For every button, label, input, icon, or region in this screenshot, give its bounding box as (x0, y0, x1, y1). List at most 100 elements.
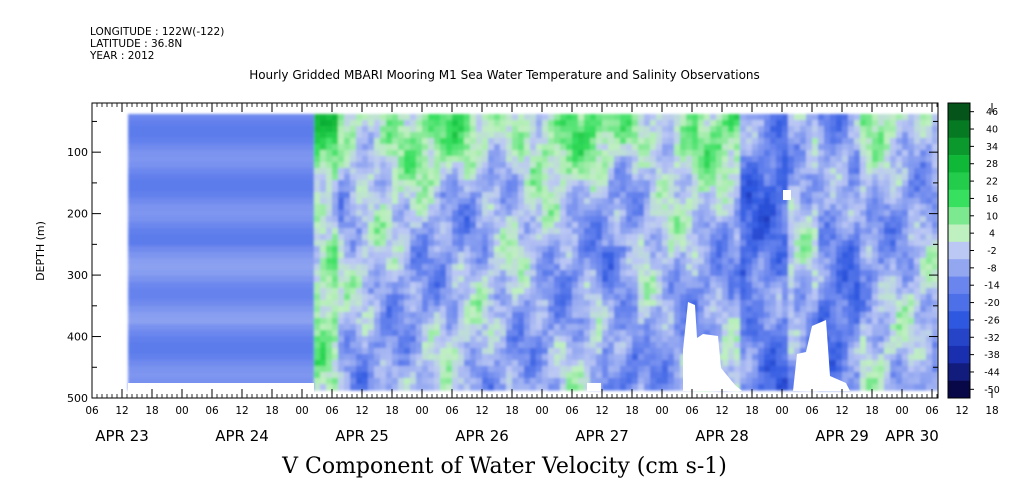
heatmap-cell-2910 (506, 186, 513, 193)
heatmap-cell-3555 (590, 192, 597, 199)
heatmap-cell-1311 (296, 252, 303, 259)
heatmap-cell-877 (242, 132, 249, 139)
heatmap-cell-4118 (662, 258, 669, 265)
heatmap-cell-4797 (752, 192, 759, 199)
heatmap-cell-1033 (260, 240, 267, 247)
heatmap-cell-3602 (596, 198, 603, 205)
heatmap-cell-1788 (356, 354, 363, 361)
heatmap-cell-4237 (680, 144, 687, 151)
heatmap-cell-462 (188, 126, 195, 133)
heatmap-cell-1462 (314, 330, 321, 337)
heatmap-cell-3149 (536, 240, 543, 247)
heatmap-cell-2297 (422, 372, 429, 379)
heatmap-cell-4984 (776, 210, 783, 217)
heatmap-cell-2411 (440, 228, 447, 235)
heatmap-cell-2807 (494, 120, 501, 127)
heatmap-cell-222 (152, 342, 159, 349)
heatmap-cell-3358 (566, 114, 573, 121)
heatmap-cell-214 (152, 294, 159, 301)
heatmap-cell-700 (218, 174, 225, 181)
heatmap-cell-4185 (668, 384, 675, 391)
heatmap-cell-4812 (752, 282, 759, 289)
heatmap-cell-4756 (746, 222, 753, 229)
heatmap-cell-3449 (572, 384, 579, 391)
heatmap-cell-2933 (506, 324, 513, 331)
heatmap-cell-2917 (506, 228, 513, 235)
heatmap-cell-1486 (320, 198, 327, 205)
heatmap-cell-856 (236, 282, 243, 289)
heatmap-cell-4885 (764, 168, 771, 175)
heatmap-cell-2793 (488, 312, 495, 319)
heatmap-cell-2361 (434, 204, 441, 211)
heatmap-cell-4565 (722, 180, 729, 187)
heatmap-cell-3836 (626, 222, 633, 229)
heatmap-cell-1113 (272, 168, 279, 175)
heatmap-cell-2135 (404, 228, 411, 235)
heatmap-cell-4648 (734, 126, 741, 133)
heatmap-cell-2173 (410, 180, 417, 187)
heatmap-cell-4307 (686, 288, 693, 295)
heatmap-cell-3234 (548, 198, 555, 205)
heatmap-cell-4267 (680, 324, 687, 331)
heatmap-cell-1451 (314, 264, 321, 271)
heatmap-cell-105 (140, 192, 147, 199)
heatmap-cell-2396 (440, 138, 447, 145)
heatmap-cell-3618 (596, 294, 603, 301)
heatmap-cell-3967 (644, 180, 651, 187)
heatmap-cell-3576 (590, 318, 597, 325)
heatmap-cell-2989 (512, 384, 519, 391)
heatmap-cell-4512 (716, 138, 723, 145)
heatmap-cell-2905 (506, 156, 513, 163)
heatmap-cell-770 (224, 318, 231, 325)
heatmap-cell-3068 (524, 306, 531, 313)
heatmap-cell-764 (224, 282, 231, 289)
heatmap-cell-3383 (566, 264, 573, 271)
heatmap-cell-3921 (638, 180, 645, 187)
heatmap-cell-3729 (614, 132, 621, 139)
heatmap-cell-3940 (638, 294, 645, 301)
heatmap-cell-134 (140, 366, 147, 373)
heatmap-cell-2381 (434, 324, 441, 331)
heatmap-cell-1681 (344, 264, 351, 271)
heatmap-cell-3264 (548, 378, 555, 385)
heatmap-cell-2767 (488, 156, 495, 163)
heatmap-cell-4481 (710, 228, 717, 235)
heatmap-cell-208 (152, 258, 159, 265)
heatmap-cell-3071 (524, 324, 531, 331)
heatmap-cell-2340 (428, 354, 435, 361)
heatmap-cell-4886 (764, 174, 771, 181)
heatmap-cell-2850 (494, 378, 501, 385)
heatmap-cell-1186 (278, 330, 285, 337)
heatmap-cell-4911 (764, 324, 771, 331)
heatmap-cell-559 (200, 156, 207, 163)
heatmap-cell-4698 (740, 150, 747, 157)
heatmap-cell-4537 (716, 288, 723, 295)
heatmap-cell-3297 (554, 300, 561, 307)
heatmap-cell-3379 (566, 240, 573, 247)
heatmap-cell-476 (188, 210, 195, 217)
heatmap-cell-4172 (668, 306, 675, 313)
heatmap-cell-4233 (680, 120, 687, 127)
heatmap-cell-3306 (554, 354, 561, 361)
heatmap-cell-4716 (740, 258, 747, 265)
heatmap-cell-2488 (452, 138, 459, 145)
heatmap-cell-3448 (572, 378, 579, 385)
heatmap-cell-1733 (350, 300, 357, 307)
heatmap-cell-706 (218, 210, 225, 217)
heatmap-cell-4921 (764, 384, 771, 391)
heatmap-cell-3639 (602, 144, 609, 151)
heatmap-cell-4513 (716, 144, 723, 151)
heatmap-cell-1879 (368, 348, 375, 355)
heatmap-cell-280 (164, 138, 171, 145)
heatmap-cell-1924 (374, 342, 381, 349)
heatmap-cell-3695 (608, 204, 615, 211)
heatmap-cell-3832 (626, 198, 633, 205)
heatmap-cell-4991 (776, 252, 783, 259)
heatmap-cell-1868 (368, 282, 375, 289)
heatmap-cell-3170 (536, 366, 543, 373)
heatmap-cell-4561 (722, 156, 729, 163)
heatmap-cell-3965 (644, 168, 651, 175)
heatmap-cell-1010 (254, 378, 261, 385)
heatmap-cell-4099 (662, 144, 669, 151)
heatmap-cell-4490 (710, 282, 717, 289)
